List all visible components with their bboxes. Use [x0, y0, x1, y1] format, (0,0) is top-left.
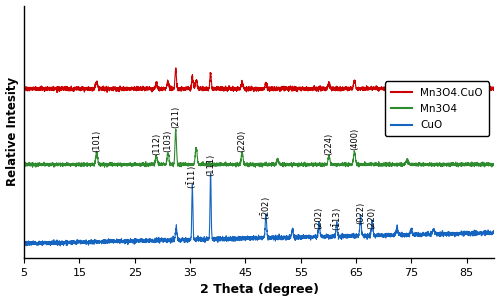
Text: ($\bar{1}$13): ($\bar{1}$13) [330, 207, 344, 231]
Text: (211): (211) [171, 105, 180, 128]
Text: (022): (022) [356, 202, 365, 224]
Text: (400): (400) [350, 128, 359, 150]
Text: (111): (111) [206, 154, 215, 176]
Text: (112): (112) [152, 133, 161, 155]
Text: (103): (103) [164, 130, 172, 152]
Legend: Mn3O4.CuO, Mn3O4, CuO: Mn3O4.CuO, Mn3O4, CuO [385, 82, 489, 137]
Text: (220): (220) [368, 207, 376, 229]
Y-axis label: Relative Intesity: Relative Intesity [6, 77, 18, 186]
Text: (101): (101) [92, 130, 101, 152]
Text: ($\bar{1}$11): ($\bar{1}$11) [186, 165, 199, 189]
Text: ($\bar{2}$02): ($\bar{2}$02) [259, 197, 273, 220]
Text: (224): (224) [324, 133, 334, 156]
Text: (202): (202) [314, 207, 324, 229]
X-axis label: 2 Theta (degree): 2 Theta (degree) [200, 284, 319, 297]
Text: (220): (220) [238, 130, 246, 152]
